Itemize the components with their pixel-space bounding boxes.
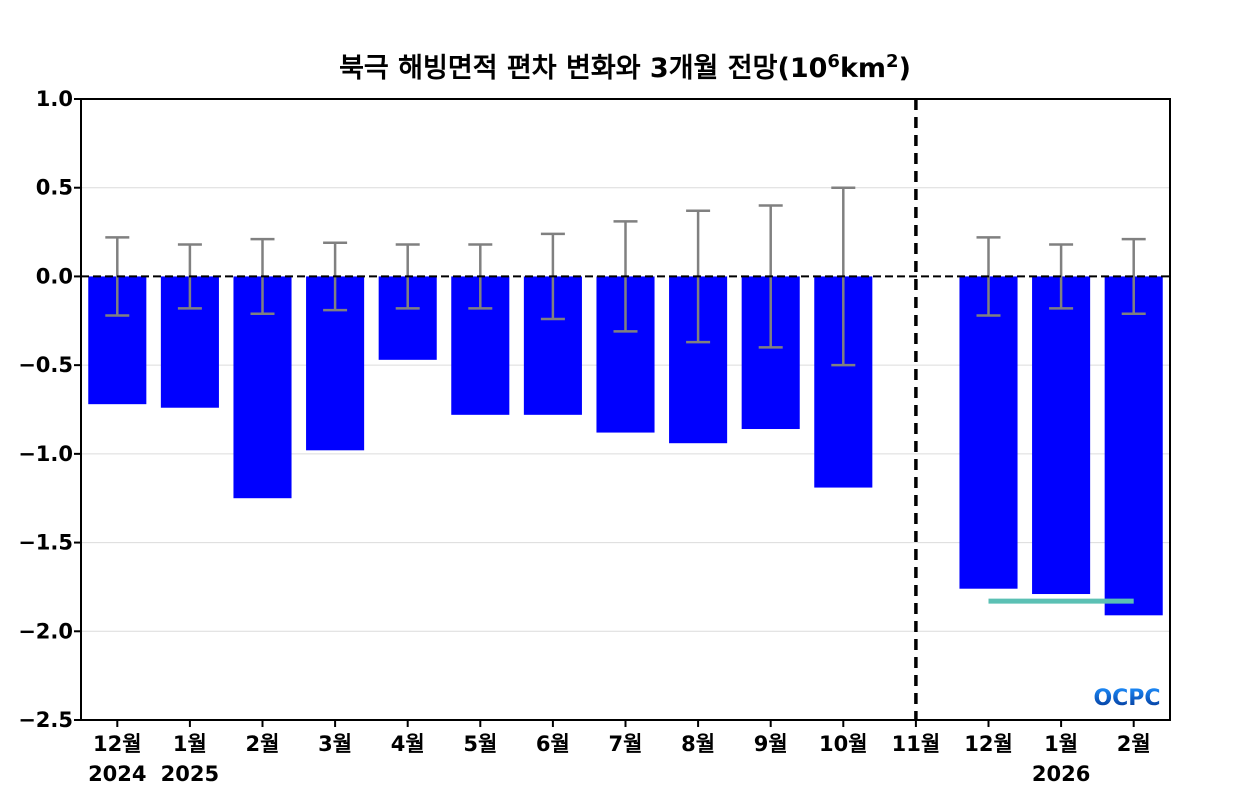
chart-title: 북극 해빙면적 편차 변화와 3개월 전망(106km2) bbox=[339, 51, 911, 84]
x-tick-label: 12월 bbox=[93, 732, 142, 756]
x-tick-label: 5월 bbox=[463, 732, 497, 756]
x-year-label: 2025 bbox=[161, 762, 219, 786]
x-tick-label: 7월 bbox=[609, 732, 643, 756]
x-tick-label: 8월 bbox=[681, 732, 715, 756]
ocpc-logo-text: OCPC bbox=[1093, 686, 1160, 711]
x-tick-label: 1월 bbox=[1044, 732, 1078, 756]
x-tick-label: 4월 bbox=[391, 732, 425, 756]
reference-lines bbox=[81, 99, 1170, 720]
y-tick-label: −1.0 bbox=[18, 442, 73, 466]
y-tick-label: −1.5 bbox=[18, 531, 73, 555]
y-tick-label: −0.5 bbox=[18, 353, 73, 377]
bar bbox=[1104, 276, 1163, 616]
x-tick-label: 1월 bbox=[173, 732, 207, 756]
x-tick-label: 12월 bbox=[964, 732, 1013, 756]
x-year-label: 2026 bbox=[1032, 762, 1090, 786]
x-tick-label: 10월 bbox=[819, 732, 868, 756]
x-year-label: 2024 bbox=[88, 762, 146, 786]
y-axis: 1.0 0.5 0.0 −0.5 −1.0 −1.5 −2.0 −2.5 bbox=[18, 87, 81, 732]
ocpc-logo: OCPC bbox=[1093, 686, 1160, 711]
y-tick-label: 1.0 bbox=[36, 87, 73, 111]
y-tick-label: 0.5 bbox=[36, 176, 73, 200]
bar bbox=[959, 276, 1018, 589]
y-tick-label: −2.0 bbox=[18, 619, 73, 643]
bars bbox=[88, 276, 1163, 616]
x-tick-label: 6월 bbox=[536, 732, 570, 756]
x-tick-label: 9월 bbox=[754, 732, 788, 756]
bar bbox=[1032, 276, 1091, 595]
x-tick-label: 2월 bbox=[246, 732, 280, 756]
y-tick-label: −2.5 bbox=[18, 708, 73, 732]
x-tick-label: 3월 bbox=[318, 732, 352, 756]
x-tick-label: 11월 bbox=[892, 732, 941, 756]
y-tick-label: 0.0 bbox=[36, 264, 73, 288]
x-axis: 12월 1월 2월 3월 4월 5월 6월 7월 8월 9월 10월 11월 12월 1월 2월 2024 20… bbox=[88, 720, 1151, 786]
x-tick-label: 2월 bbox=[1117, 732, 1151, 756]
